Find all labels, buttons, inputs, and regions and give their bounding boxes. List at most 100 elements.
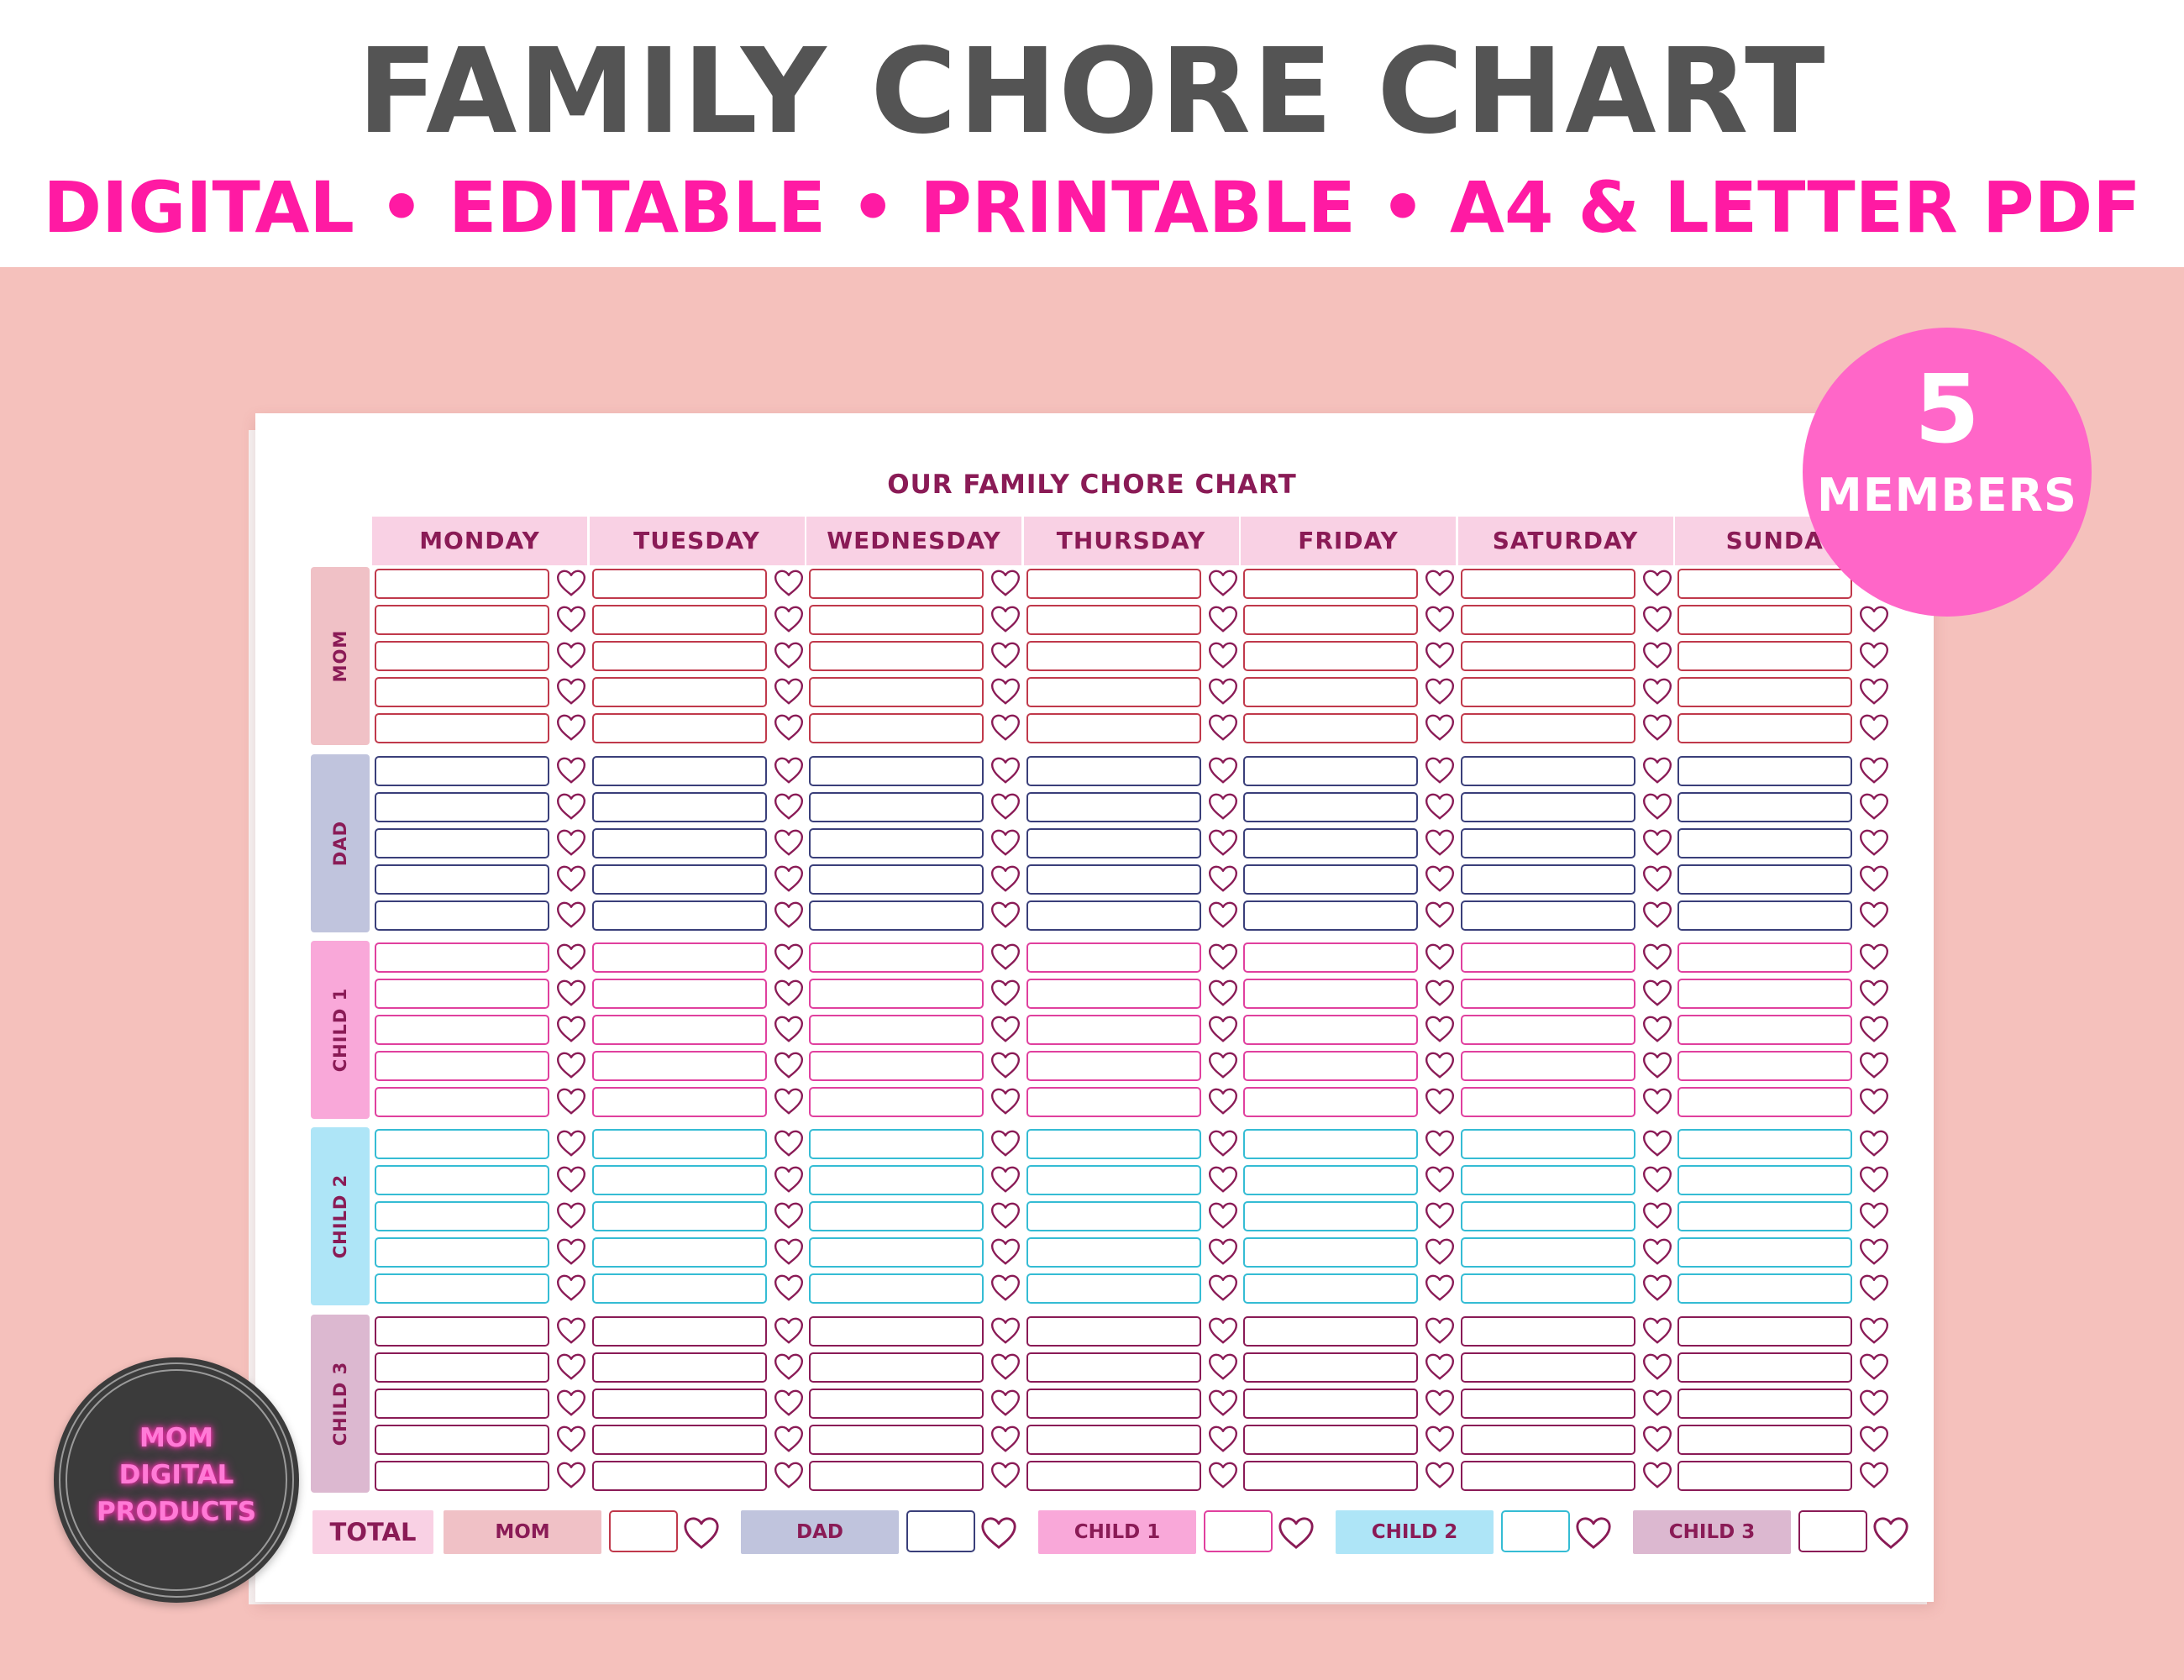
chore-field-child-1[interactable] xyxy=(1026,1087,1201,1117)
chore-field-child-1[interactable] xyxy=(375,942,549,973)
heart-checkbox[interactable] xyxy=(773,567,805,602)
heart-icon[interactable] xyxy=(1424,1013,1456,1045)
chore-field-child-3[interactable] xyxy=(375,1389,549,1419)
heart-icon[interactable] xyxy=(1858,754,1890,786)
heart-icon[interactable] xyxy=(1641,1163,1673,1195)
heart-icon[interactable] xyxy=(1424,827,1456,858)
heart-checkbox[interactable] xyxy=(1424,1163,1456,1199)
chore-field-child-1[interactable] xyxy=(809,1051,984,1081)
heart-icon[interactable] xyxy=(990,754,1021,786)
heart-icon[interactable] xyxy=(1424,1351,1456,1383)
chore-field-dad[interactable] xyxy=(1677,828,1852,858)
heart-icon[interactable] xyxy=(555,639,587,671)
chore-field-mom[interactable] xyxy=(375,677,549,707)
chore-field-mom[interactable] xyxy=(1460,605,1635,635)
heart-icon[interactable] xyxy=(979,1514,1018,1552)
heart-checkbox[interactable] xyxy=(1858,1236,1890,1271)
heart-checkbox[interactable] xyxy=(1207,1200,1239,1235)
chore-field-mom[interactable] xyxy=(1026,569,1201,599)
chore-field-child-1[interactable] xyxy=(1026,942,1201,973)
chore-field-child-1[interactable] xyxy=(1460,1015,1635,1045)
heart-checkbox[interactable] xyxy=(1641,675,1673,711)
heart-checkbox[interactable] xyxy=(990,1013,1021,1048)
heart-checkbox[interactable] xyxy=(1641,1163,1673,1199)
heart-checkbox[interactable] xyxy=(773,899,805,934)
chore-field-mom[interactable] xyxy=(809,605,984,635)
total-heart[interactable] xyxy=(1277,1514,1315,1556)
heart-icon[interactable] xyxy=(990,827,1021,858)
heart-checkbox[interactable] xyxy=(555,1236,587,1271)
heart-checkbox[interactable] xyxy=(555,567,587,602)
heart-checkbox[interactable] xyxy=(1207,567,1239,602)
heart-checkbox[interactable] xyxy=(555,1459,587,1494)
heart-icon[interactable] xyxy=(1641,603,1673,635)
heart-checkbox[interactable] xyxy=(1424,827,1456,862)
chore-field-child-1[interactable] xyxy=(375,1051,549,1081)
total-field-child-3[interactable] xyxy=(1798,1510,1867,1552)
heart-icon[interactable] xyxy=(1424,1236,1456,1268)
chore-field-child-3[interactable] xyxy=(375,1316,549,1347)
heart-icon[interactable] xyxy=(1424,941,1456,973)
heart-icon[interactable] xyxy=(773,1013,805,1045)
heart-checkbox[interactable] xyxy=(773,941,805,976)
heart-checkbox[interactable] xyxy=(990,603,1021,638)
chore-field-dad[interactable] xyxy=(591,864,767,895)
chore-field-dad[interactable] xyxy=(809,756,984,786)
heart-checkbox[interactable] xyxy=(1641,1459,1673,1494)
chore-field-dad[interactable] xyxy=(591,828,767,858)
heart-checkbox[interactable] xyxy=(773,675,805,711)
heart-checkbox[interactable] xyxy=(1641,639,1673,675)
heart-icon[interactable] xyxy=(1424,1163,1456,1195)
chore-field-mom[interactable] xyxy=(1460,713,1635,743)
chore-field-child-3[interactable] xyxy=(809,1425,984,1455)
heart-icon[interactable] xyxy=(1424,1423,1456,1455)
chore-field-child-1[interactable] xyxy=(1026,1015,1201,1045)
heart-icon[interactable] xyxy=(555,1127,587,1159)
heart-checkbox[interactable] xyxy=(1858,863,1890,898)
heart-icon[interactable] xyxy=(773,1127,805,1159)
total-heart[interactable] xyxy=(979,1514,1018,1556)
heart-checkbox[interactable] xyxy=(990,1272,1021,1307)
heart-icon[interactable] xyxy=(1858,1387,1890,1419)
heart-checkbox[interactable] xyxy=(1641,790,1673,826)
heart-icon[interactable] xyxy=(990,941,1021,973)
heart-icon[interactable] xyxy=(555,790,587,822)
heart-icon[interactable] xyxy=(1858,1013,1890,1045)
chore-field-child-2[interactable] xyxy=(1243,1237,1418,1268)
chore-field-dad[interactable] xyxy=(809,792,984,822)
heart-checkbox[interactable] xyxy=(1424,1272,1456,1307)
chore-field-child-3[interactable] xyxy=(1460,1316,1635,1347)
chore-field-child-2[interactable] xyxy=(1243,1165,1418,1195)
heart-checkbox[interactable] xyxy=(1207,941,1239,976)
heart-checkbox[interactable] xyxy=(990,827,1021,862)
total-field-child-2[interactable] xyxy=(1501,1510,1570,1552)
heart-checkbox[interactable] xyxy=(1641,1013,1673,1048)
heart-icon[interactable] xyxy=(1858,1163,1890,1195)
heart-checkbox[interactable] xyxy=(1858,977,1890,1012)
chore-field-mom[interactable] xyxy=(591,713,767,743)
chore-field-child-1[interactable] xyxy=(809,1015,984,1045)
heart-icon[interactable] xyxy=(1641,754,1673,786)
chore-field-child-3[interactable] xyxy=(375,1352,549,1383)
heart-checkbox[interactable] xyxy=(990,941,1021,976)
heart-checkbox[interactable] xyxy=(773,1236,805,1271)
heart-checkbox[interactable] xyxy=(990,1085,1021,1121)
heart-icon[interactable] xyxy=(990,790,1021,822)
heart-icon[interactable] xyxy=(1207,1459,1239,1491)
heart-checkbox[interactable] xyxy=(1641,1049,1673,1084)
heart-icon[interactable] xyxy=(1207,1127,1239,1159)
chore-field-child-2[interactable] xyxy=(1026,1165,1201,1195)
heart-checkbox[interactable] xyxy=(773,1387,805,1422)
heart-checkbox[interactable] xyxy=(555,603,587,638)
heart-icon[interactable] xyxy=(555,941,587,973)
heart-icon[interactable] xyxy=(990,899,1021,931)
heart-checkbox[interactable] xyxy=(990,567,1021,602)
heart-icon[interactable] xyxy=(1858,941,1890,973)
heart-icon[interactable] xyxy=(773,827,805,858)
heart-icon[interactable] xyxy=(1641,567,1673,599)
heart-icon[interactable] xyxy=(1641,863,1673,895)
chore-field-child-3[interactable] xyxy=(1026,1352,1201,1383)
heart-checkbox[interactable] xyxy=(990,1315,1021,1350)
chore-field-child-2[interactable] xyxy=(1243,1129,1418,1159)
heart-icon[interactable] xyxy=(990,1200,1021,1231)
